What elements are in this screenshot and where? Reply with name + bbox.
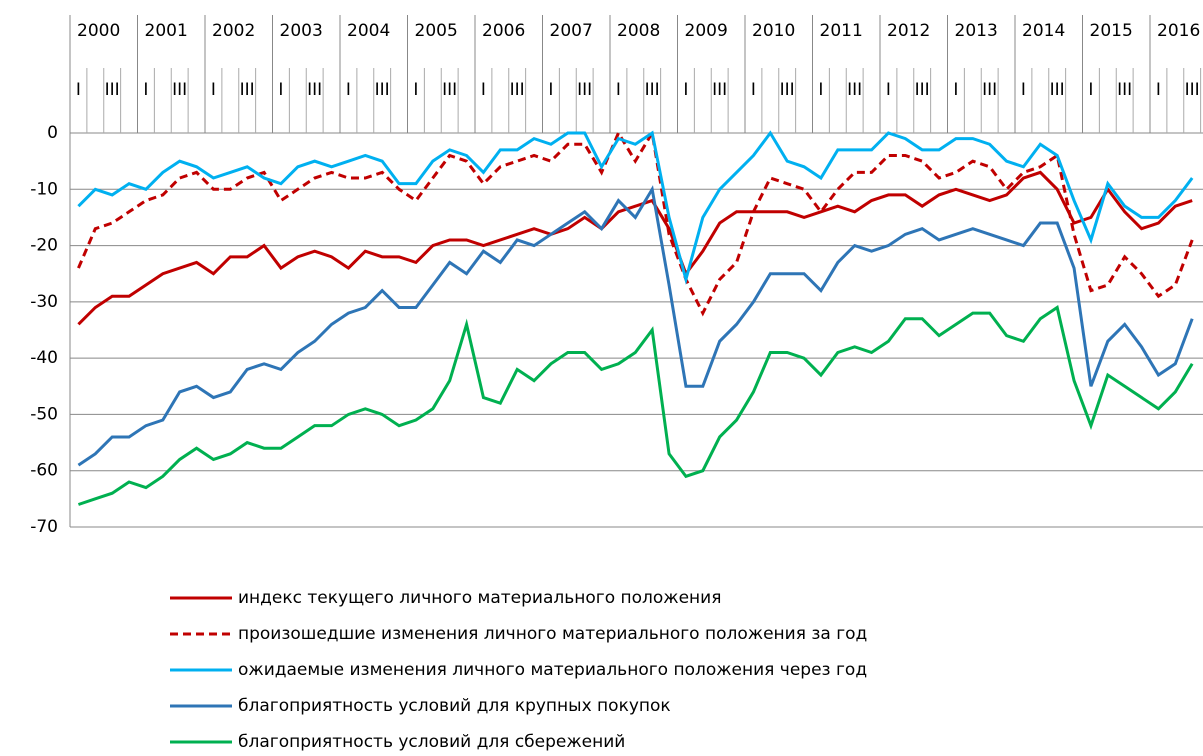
x-tick-label: III xyxy=(172,80,187,100)
x-tick-label: III xyxy=(510,80,525,100)
x-tick-label: I xyxy=(1156,80,1161,100)
year-label: 2001 xyxy=(145,21,188,41)
legend-label: благоприятность условий для крупных поку… xyxy=(238,696,671,716)
y-tick-label: -50 xyxy=(30,404,58,424)
x-tick-label: I xyxy=(143,80,148,100)
x-tick-label: III xyxy=(780,80,795,100)
x-tick-label: III xyxy=(915,80,930,100)
legend-label: ожидаемые изменения личного материальног… xyxy=(238,660,867,680)
x-tick-label: I xyxy=(481,80,486,100)
x-tick-label: I xyxy=(886,80,891,100)
year-label: 2013 xyxy=(955,21,998,41)
x-tick-label: III xyxy=(712,80,727,100)
x-tick-label: III xyxy=(240,80,255,100)
year-label: 2010 xyxy=(752,21,795,41)
x-tick-label: I xyxy=(683,80,688,100)
year-label: 2006 xyxy=(482,21,525,41)
series-line xyxy=(77,128,1194,317)
x-tick-label: I xyxy=(616,80,621,100)
year-label: 2009 xyxy=(685,21,728,41)
y-tick-label: -70 xyxy=(30,517,58,537)
x-tick-label: I xyxy=(1021,80,1026,100)
x-tick-label: I xyxy=(953,80,958,100)
year-label: 2007 xyxy=(550,21,593,41)
x-tick-label: III xyxy=(442,80,457,100)
y-tick-label: -60 xyxy=(30,461,58,481)
x-tick-label: III xyxy=(105,80,120,100)
x-tick-label: I xyxy=(278,80,283,100)
year-label: 2002 xyxy=(212,21,255,41)
year-label: 2014 xyxy=(1022,21,1065,41)
year-label: 2015 xyxy=(1090,21,1133,41)
year-label: 2008 xyxy=(617,21,660,41)
x-tick-label: I xyxy=(211,80,216,100)
x-tick-label: III xyxy=(307,80,322,100)
x-tick-label: III xyxy=(982,80,997,100)
series-line xyxy=(77,185,1194,467)
x-tick-label: III xyxy=(375,80,390,100)
x-tick-label: III xyxy=(1117,80,1132,100)
x-tick-label: III xyxy=(1050,80,1065,100)
y-tick-label: -10 xyxy=(30,179,58,199)
year-label: 2011 xyxy=(820,21,863,41)
y-tick-label: -40 xyxy=(30,348,58,368)
series-line xyxy=(77,170,1193,326)
x-tick-label: I xyxy=(548,80,553,100)
y-tick-label: -30 xyxy=(30,292,58,312)
legend-label: индекс текущего личного материального по… xyxy=(238,588,721,608)
x-tick-label: I xyxy=(751,80,756,100)
x-tick-label: I xyxy=(413,80,418,100)
year-label: 2012 xyxy=(887,21,930,41)
x-tick-label: I xyxy=(1088,80,1093,100)
x-tick-label: I xyxy=(346,80,351,100)
x-tick-label: III xyxy=(1185,80,1200,100)
x-tick-label: III xyxy=(577,80,592,100)
y-tick-label: -20 xyxy=(30,236,58,256)
year-label: 2005 xyxy=(415,21,458,41)
year-label: 2000 xyxy=(77,21,120,41)
series-line xyxy=(77,130,1194,286)
y-tick-label: 0 xyxy=(47,123,58,143)
legend-label: произошедшие изменения личного материаль… xyxy=(238,624,867,644)
year-label: 2003 xyxy=(280,21,323,41)
x-tick-label: I xyxy=(76,80,81,100)
legend-label: благоприятность условий для сбережений xyxy=(238,732,625,752)
year-label: 2016 xyxy=(1157,21,1200,41)
year-label: 2004 xyxy=(347,21,390,41)
x-tick-label: I xyxy=(818,80,823,100)
x-tick-label: III xyxy=(645,80,660,100)
x-tick-label: III xyxy=(847,80,862,100)
series-line xyxy=(77,305,1194,506)
